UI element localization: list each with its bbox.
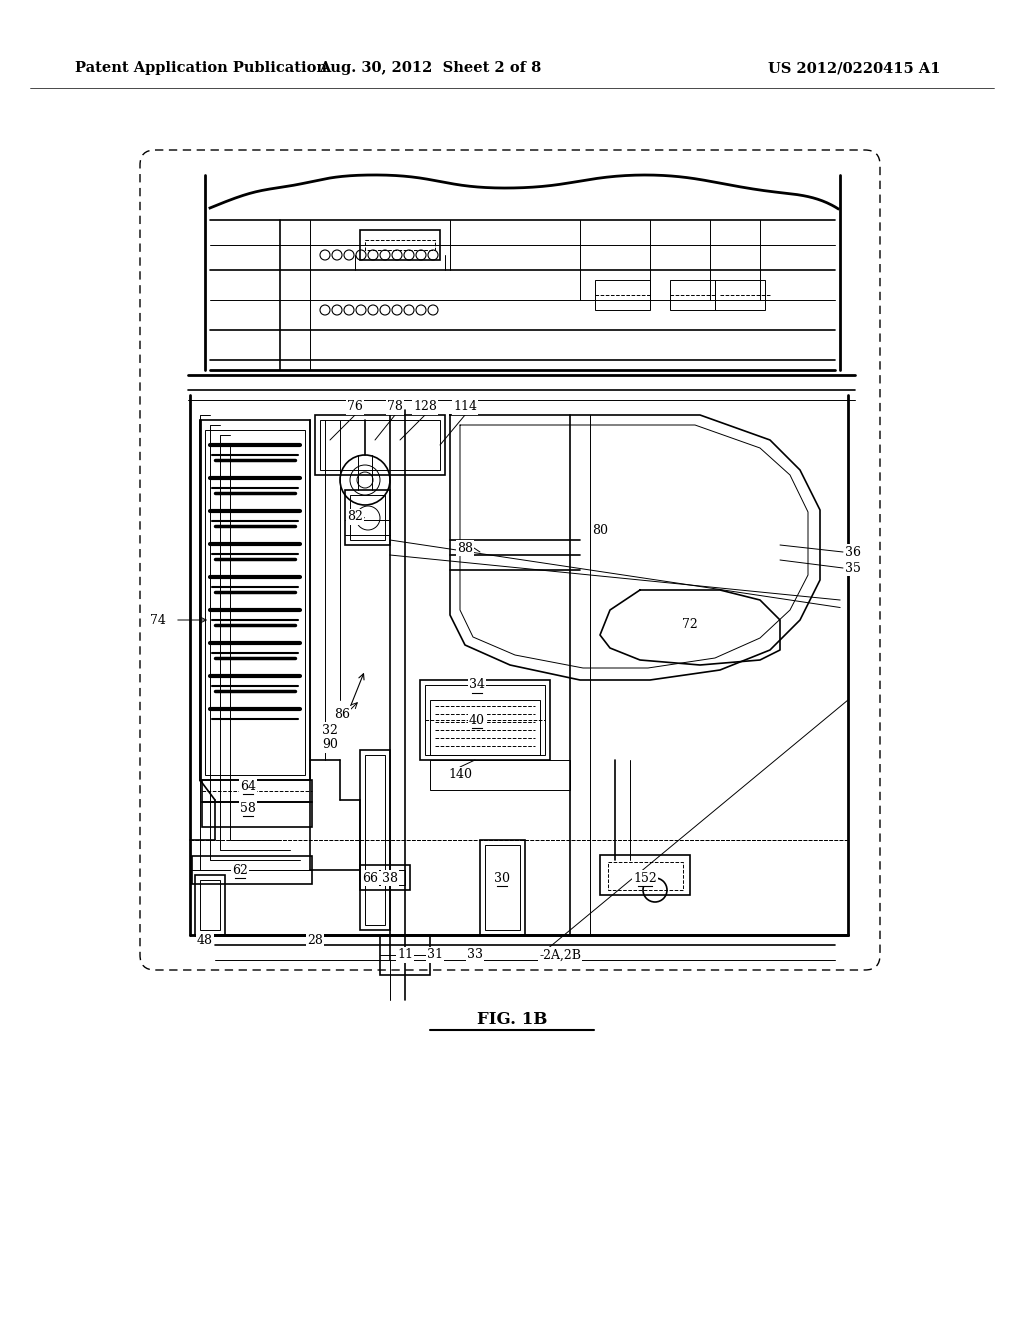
- Text: 33: 33: [467, 949, 483, 961]
- Bar: [195, 875, 225, 935]
- Text: 32: 32: [323, 723, 338, 737]
- Bar: [595, 280, 650, 310]
- Text: 62: 62: [232, 863, 248, 876]
- Bar: [193, 855, 312, 884]
- Text: -2A,2B: -2A,2B: [539, 949, 581, 961]
- Bar: [365, 240, 435, 249]
- Text: FIG. 1B: FIG. 1B: [477, 1011, 547, 1028]
- Text: 40: 40: [469, 714, 485, 726]
- Bar: [430, 700, 540, 755]
- Text: 152: 152: [633, 871, 656, 884]
- Text: 35: 35: [845, 561, 861, 574]
- Text: 128: 128: [413, 400, 437, 413]
- Bar: [365, 755, 385, 925]
- Text: 140: 140: [449, 768, 472, 781]
- Text: 38: 38: [382, 871, 398, 884]
- Bar: [480, 840, 525, 935]
- Bar: [360, 865, 410, 890]
- Bar: [425, 685, 545, 755]
- Text: 28: 28: [307, 933, 323, 946]
- Text: 72: 72: [682, 619, 698, 631]
- Bar: [485, 845, 520, 931]
- Text: 11: 11: [397, 949, 413, 961]
- Bar: [420, 680, 550, 760]
- Bar: [319, 420, 440, 470]
- Text: 64: 64: [240, 780, 256, 792]
- Text: 90: 90: [323, 738, 338, 751]
- Bar: [350, 495, 385, 540]
- Text: Aug. 30, 2012  Sheet 2 of 8: Aug. 30, 2012 Sheet 2 of 8: [318, 61, 541, 75]
- Text: 88: 88: [457, 541, 473, 554]
- Bar: [205, 430, 305, 775]
- Text: Patent Application Publication: Patent Application Publication: [75, 61, 327, 75]
- Text: 74: 74: [151, 614, 166, 627]
- Text: 76: 76: [347, 400, 362, 413]
- Text: 80: 80: [592, 524, 608, 536]
- Bar: [430, 760, 570, 789]
- Text: 114: 114: [453, 400, 477, 413]
- Text: 48: 48: [197, 933, 213, 946]
- Bar: [200, 420, 310, 780]
- Bar: [360, 230, 440, 260]
- Bar: [365, 870, 406, 884]
- Bar: [345, 490, 390, 545]
- Text: 78: 78: [387, 400, 402, 413]
- Bar: [600, 855, 690, 895]
- Bar: [715, 280, 765, 310]
- Text: 34: 34: [469, 678, 485, 692]
- Bar: [380, 935, 430, 975]
- Bar: [360, 750, 390, 931]
- Bar: [608, 862, 683, 890]
- Bar: [202, 803, 312, 828]
- Bar: [315, 414, 445, 475]
- Text: 82: 82: [347, 511, 362, 524]
- Text: 58: 58: [240, 801, 256, 814]
- Text: US 2012/0220415 A1: US 2012/0220415 A1: [768, 61, 940, 75]
- Bar: [202, 780, 312, 803]
- Text: 36: 36: [845, 545, 861, 558]
- Bar: [670, 280, 715, 310]
- Text: 31: 31: [427, 949, 443, 961]
- Text: 66: 66: [362, 871, 378, 884]
- Bar: [200, 880, 220, 931]
- Text: 30: 30: [494, 871, 510, 884]
- Text: 86: 86: [334, 708, 350, 721]
